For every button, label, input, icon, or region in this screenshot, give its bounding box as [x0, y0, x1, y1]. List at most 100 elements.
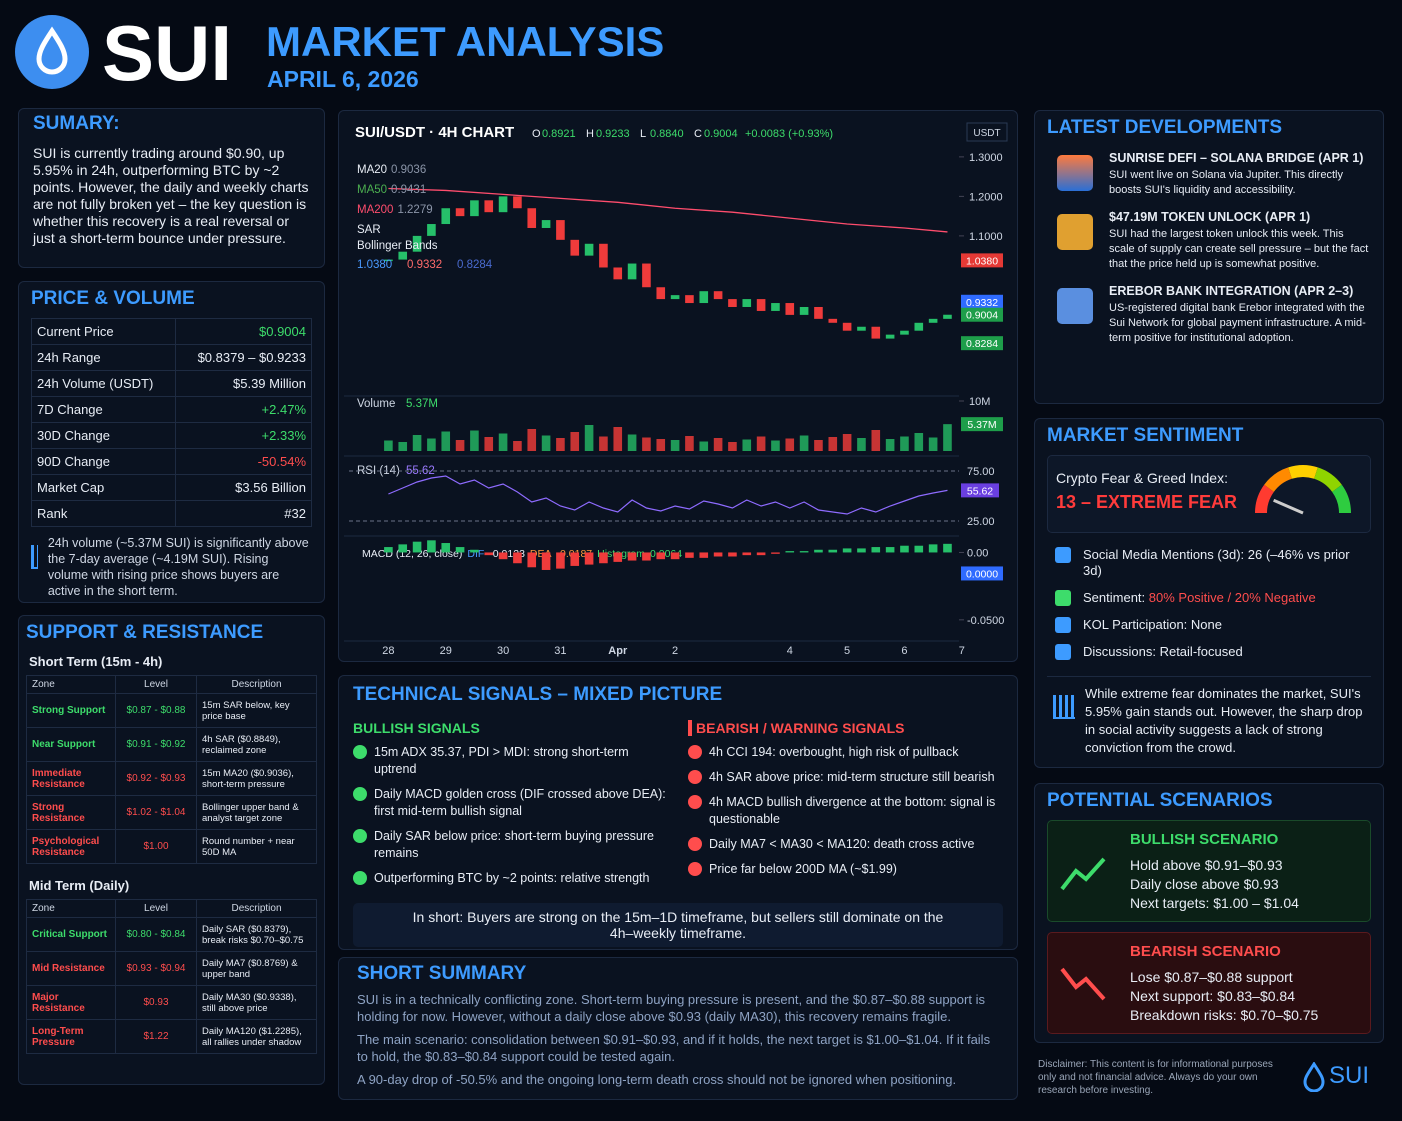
zone: Critical Support	[26, 917, 116, 952]
heading: LATEST DEVELOPMENTS	[1047, 117, 1283, 138]
level: $1.00	[115, 829, 197, 864]
icon	[1060, 967, 1106, 1001]
macd-bar	[742, 552, 752, 556]
candle	[384, 259, 393, 262]
gauge-segment	[1313, 467, 1342, 493]
signal-text: 15m ADX 35.37, PDI > MDI: strong short-t…	[374, 745, 629, 776]
x-tick-label: 4	[787, 645, 793, 657]
macd-bar	[771, 552, 780, 554]
gauge-segment	[1288, 465, 1318, 479]
row: 90D Change -50.54%	[30, 448, 312, 475]
macd-bar	[670, 552, 680, 560]
volume-bar	[541, 435, 551, 451]
macd-label-box	[961, 566, 1003, 581]
macd-bar	[613, 552, 623, 562]
change: +0.0083 (+0.93%)	[745, 128, 833, 140]
indicator: MA50 0.9431	[357, 184, 426, 196]
price-label: 0.9004	[966, 310, 998, 322]
volume-bar	[556, 438, 565, 451]
level: $1.22	[115, 1019, 197, 1054]
development-title: EREBOR BANK INTEGRATION (APR 2–3)	[1109, 284, 1354, 298]
level: $0.91 - $0.92	[115, 727, 197, 762]
icon	[688, 795, 702, 809]
candle	[513, 196, 522, 209]
volume-bar	[699, 441, 709, 451]
sentiment-item: Sentiment: 80% Positive / 20% Negative	[1047, 590, 1371, 606]
y-tick-label: 25.00	[967, 516, 995, 528]
bearish-scenario: BEARISH SCENARIO Lose $0.87–$0.88 support…	[1047, 932, 1371, 1034]
indicator-name: MA200	[357, 204, 393, 216]
icon	[353, 787, 367, 801]
macd-bar	[857, 548, 866, 553]
bearish-column: BEARISH / WARNING SIGNALS 4h CCI 194: ove…	[688, 720, 1003, 895]
gauge-segment	[1331, 484, 1351, 514]
candle	[857, 326, 866, 331]
signal: 4h SAR above price: mid-term structure s…	[688, 769, 1003, 786]
volume-bar	[398, 442, 408, 451]
development: EREBOR BANK INTEGRATION (APR 2–3) US-regi…	[1047, 284, 1371, 346]
unit-box	[966, 122, 1008, 142]
description: 15m MA20 ($0.9036), short-term pressure	[196, 761, 317, 796]
item-label: KOL Participation: None	[1083, 617, 1222, 632]
arrow	[1060, 857, 1106, 891]
macd-bar	[541, 552, 551, 570]
volume-bar	[728, 442, 737, 451]
row: Strong Resistance $1.02 - $1.04 Bollinger …	[26, 795, 317, 830]
volume-bar	[828, 437, 838, 451]
macd-bar	[513, 552, 522, 564]
development: $47.19M TOKEN UNLOCK (APR 1) SUI had the …	[1047, 210, 1371, 272]
macd-bar	[756, 552, 766, 556]
x-tick-label: 30	[497, 645, 509, 657]
description: Daily MA7 ($0.8769) & upper band	[196, 951, 317, 986]
row: Current Price $0.9004	[30, 318, 312, 345]
signals-panel: TECHNICAL SIGNALS – MIXED PICTURE BULLISH…	[338, 675, 1018, 950]
level: $0.93 - $0.94	[115, 951, 197, 986]
row: 24h Range $0.8379 – $0.9233	[30, 344, 312, 371]
macd-bar	[842, 548, 852, 553]
note-row: 24h volume (~5.37M SUI) is significantly…	[31, 535, 312, 599]
volume-bar	[455, 440, 465, 451]
heading: PRICE & VOLUME	[31, 288, 195, 309]
candle	[455, 208, 465, 217]
header-row: Zone Level Description	[26, 899, 317, 918]
zone: Immediate Resistance	[26, 761, 116, 796]
candle	[599, 243, 608, 268]
label: Current Price	[30, 318, 177, 345]
indicator-name: MA20	[357, 164, 387, 176]
candle	[484, 200, 494, 213]
macd-bar	[943, 543, 952, 553]
volume-label-box	[961, 417, 1003, 432]
volume-bar	[713, 438, 723, 451]
candle	[699, 291, 709, 304]
x-tick-label: 31	[554, 645, 566, 657]
icon	[353, 745, 367, 759]
zone: Strong Support	[26, 693, 116, 728]
candle	[670, 295, 680, 300]
candle	[584, 243, 594, 256]
candle	[713, 291, 723, 300]
volume-bar	[928, 437, 938, 451]
label: 24h Volume (USDT)	[30, 370, 177, 397]
note-row: While extreme fear dominates the market,…	[1047, 676, 1371, 757]
sentiment-item: Discussions: Retail-focused	[1047, 644, 1371, 660]
heading: SUPPORT & RESISTANCE	[26, 622, 264, 643]
icon	[1055, 644, 1071, 660]
rsi-label-box	[961, 483, 999, 498]
volume-label: 5.37M	[967, 419, 996, 431]
macd-bar	[556, 552, 565, 569]
x-tick-label: 28	[382, 645, 394, 657]
candle	[398, 251, 408, 260]
icon	[1053, 695, 1075, 719]
scenario-line: Breakdown risks: $0.70–$0.75	[1130, 1007, 1319, 1023]
macd-bar	[885, 547, 895, 553]
row: Market Cap $3.56 Billion	[30, 474, 312, 501]
gauge	[1255, 465, 1351, 515]
label: 90D Change	[30, 448, 177, 475]
y-tick-label: 1.2000	[969, 191, 1003, 203]
volume-bar	[785, 438, 795, 451]
volume-bar	[900, 436, 909, 451]
volume-current: 5.37M	[406, 398, 438, 410]
label: 7D Change	[30, 396, 177, 423]
volume-bar	[742, 439, 752, 451]
